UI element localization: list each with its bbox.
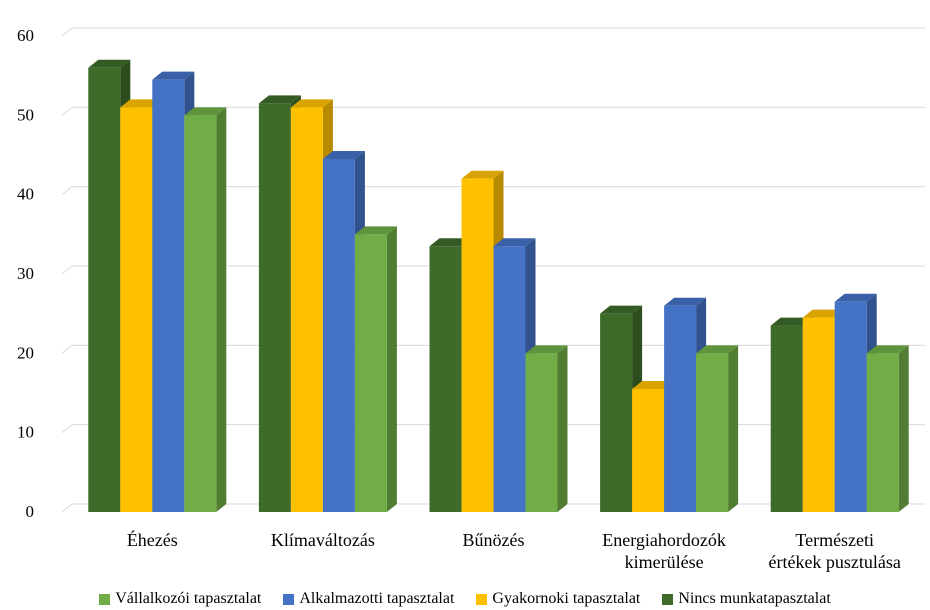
- bar-side: [557, 345, 568, 512]
- bar-side: [386, 226, 397, 513]
- bar-side: [216, 107, 227, 512]
- bar-top: [632, 381, 675, 390]
- bars: [88, 59, 909, 513]
- bar-top: [290, 99, 333, 108]
- bar-top: [770, 317, 813, 326]
- bar-front: [493, 246, 526, 512]
- legend-label: Nincs munkatapasztalat: [678, 590, 831, 607]
- bar-top: [664, 297, 707, 306]
- y-tick-label: 40: [17, 185, 34, 204]
- gridline-diagonal: [61, 344, 73, 354]
- bar-chart-svg: 0 10 20 30 40 50 60 Éhezés Klímaváltozás Bűnözés…: [17, 26, 925, 572]
- bar-top: [429, 238, 472, 247]
- y-tick-label: 10: [17, 423, 34, 442]
- bar-top: [600, 305, 643, 314]
- legend-item-gyakornoki: Gyakornoki tapasztalat: [476, 590, 640, 608]
- bar-front: [696, 353, 729, 512]
- bar-front: [664, 305, 697, 512]
- x-tick-label: Energiahordozók: [602, 530, 726, 550]
- bar-front: [429, 246, 462, 512]
- bar-front: [525, 353, 558, 512]
- bar-top: [258, 95, 301, 104]
- bar-top: [152, 71, 195, 80]
- bar-top: [525, 345, 568, 354]
- x-tick-label: kimerülése: [625, 552, 704, 572]
- y-tick-label: 50: [17, 105, 34, 124]
- gridline-diagonal: [61, 424, 73, 434]
- bar-front: [770, 325, 803, 512]
- bar-front: [120, 107, 153, 513]
- gridline-diagonal: [61, 503, 73, 513]
- bar-front: [600, 313, 633, 512]
- y-tick-label: 0: [26, 502, 35, 521]
- legend-swatch: [283, 593, 295, 605]
- x-tick-label: Bűnözés: [463, 530, 525, 550]
- legend-item-vallalkozoi: Vállalkozói tapasztalat: [99, 590, 261, 608]
- bar-front: [632, 389, 665, 512]
- x-tick-label: Éhezés: [127, 529, 178, 550]
- bar-top: [461, 170, 504, 179]
- bar: [354, 226, 397, 513]
- bar-top: [802, 309, 845, 318]
- bar-front: [88, 67, 121, 512]
- x-tick-label: Klímaváltozás: [271, 530, 375, 550]
- gridline-diagonal: [61, 106, 73, 116]
- bar: [866, 345, 909, 512]
- x-tick-label: Természeti: [795, 530, 874, 550]
- bar-top: [184, 107, 227, 116]
- bar-front: [802, 317, 835, 512]
- bar-side: [728, 345, 739, 512]
- bar-front: [258, 103, 291, 512]
- bar: [525, 345, 568, 512]
- legend-item-alkalmazotti: Alkalmazotti tapasztalat: [283, 590, 454, 608]
- y-tick-label: 20: [17, 343, 34, 362]
- bar: [696, 345, 739, 512]
- bar-front: [461, 178, 494, 513]
- bar-front: [290, 107, 323, 513]
- bar-front: [866, 353, 899, 512]
- bar-top: [354, 226, 397, 235]
- bar-front: [322, 158, 355, 512]
- x-tick-label: értékek pusztulása: [768, 552, 900, 572]
- legend: Vállalkozói tapasztalat Alkalmazotti tap…: [0, 588, 930, 610]
- legend-label: Alkalmazotti tapasztalat: [299, 590, 455, 607]
- bar-top: [834, 293, 877, 302]
- bar-front: [184, 115, 217, 512]
- y-tick-label: 30: [17, 264, 34, 283]
- legend-swatch: [476, 593, 488, 605]
- bar-front: [354, 234, 387, 513]
- bar-top: [696, 345, 739, 354]
- legend-item-nincs: Nincs munkatapasztalat: [662, 590, 831, 608]
- legend-label: Gyakornoki tapasztalat: [492, 590, 641, 607]
- bar-top: [322, 150, 365, 159]
- bar-top: [493, 238, 536, 247]
- gridline-diagonal: [61, 27, 73, 37]
- bar: [184, 107, 227, 512]
- bar-front: [834, 301, 867, 512]
- legend-swatch: [99, 593, 111, 605]
- bar-top: [88, 59, 131, 68]
- y-tick-label: 60: [17, 26, 34, 45]
- legend-swatch: [662, 593, 674, 605]
- gridline-diagonal: [61, 265, 73, 275]
- bar-front: [152, 79, 185, 512]
- y-axis-ticks: 0 10 20 30 40 50 60: [17, 26, 34, 521]
- legend-label: Vállalkozói tapasztalat: [115, 590, 262, 607]
- gridline-diagonal: [61, 186, 73, 196]
- bar-side: [898, 345, 909, 512]
- bar-top: [866, 345, 909, 354]
- x-axis-labels: Éhezés Klímaváltozás Bűnözés Energiahordozó…: [127, 529, 901, 572]
- bar-top: [120, 99, 163, 108]
